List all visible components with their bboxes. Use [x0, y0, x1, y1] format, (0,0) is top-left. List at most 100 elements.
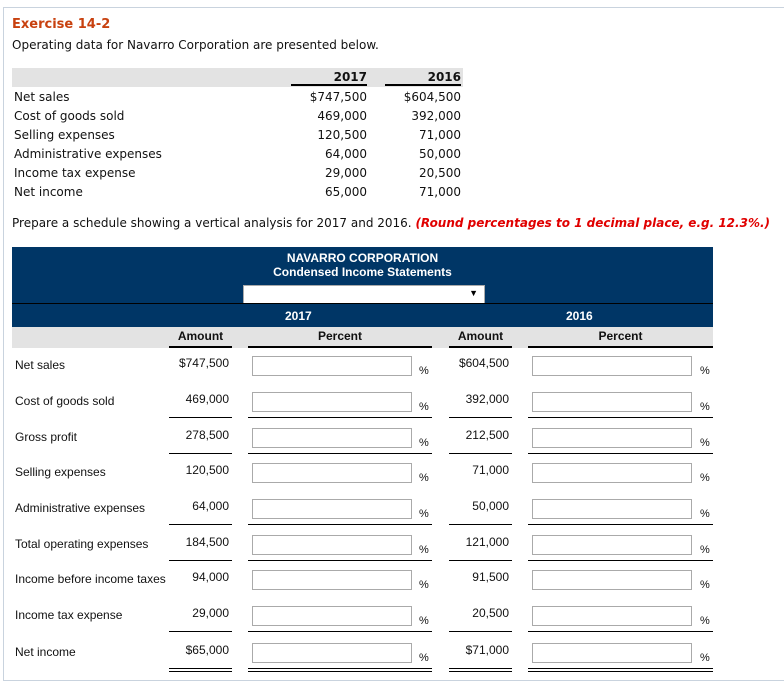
percent-2016-input[interactable]	[532, 570, 692, 590]
row-label: Administrative expenses	[14, 146, 162, 161]
row-label: Net income	[15, 645, 76, 659]
total-underline	[248, 560, 432, 561]
total-underline	[169, 668, 232, 672]
schedule-row: Net income $65,000 % $71,000 %	[12, 634, 713, 672]
percent-sign: %	[700, 508, 710, 520]
year-2017-header: 2017	[285, 309, 312, 323]
schedule-row: Cost of goods sold 469,000 % 392,000 %	[12, 383, 713, 419]
amount-2016: $71,000	[465, 643, 509, 657]
percent-sign: %	[419, 579, 429, 591]
amount-cell: 29,000	[325, 165, 367, 180]
total-underline	[169, 453, 232, 454]
percent-sign: %	[700, 579, 710, 591]
percent-2017-input[interactable]	[252, 463, 412, 483]
amount-2017: 120,500	[185, 463, 229, 477]
row-label: Selling expenses	[14, 127, 115, 142]
percent-sign: %	[419, 615, 429, 627]
row-label: Net sales	[15, 358, 66, 372]
percent-sign: %	[700, 615, 710, 627]
row-label: Cost of goods sold	[14, 108, 125, 123]
schedule-header: NAVARRO CORPORATION Condensed Income Sta…	[12, 247, 713, 327]
percent-2016-input[interactable]	[532, 499, 692, 519]
row-label: Selling expenses	[15, 465, 106, 479]
amount-2017: 184,500	[185, 535, 229, 549]
percent-2016-input[interactable]	[532, 535, 692, 555]
company-name: NAVARRO CORPORATION	[286, 251, 439, 265]
percent-sign: %	[700, 437, 710, 449]
percent-2016-input[interactable]	[532, 463, 692, 483]
amount-2016: 71,000	[472, 463, 509, 477]
total-underline	[169, 631, 232, 632]
total-underline	[449, 524, 512, 525]
percent-2016-input[interactable]	[532, 392, 692, 412]
percent-sign: %	[700, 544, 710, 556]
percent-2016-input[interactable]	[532, 428, 692, 448]
amount-2016: 121,000	[465, 535, 509, 549]
row-label: Administrative expenses	[15, 501, 146, 515]
percent-sign: %	[419, 472, 429, 484]
percent-sign: %	[419, 652, 429, 664]
year-header: 2017	[291, 70, 367, 86]
total-underline	[528, 631, 713, 632]
percent-2017-input[interactable]	[252, 606, 412, 626]
amount-header: Amount	[449, 329, 512, 348]
percent-sign: %	[419, 544, 429, 556]
row-label: Total operating expenses	[15, 537, 149, 551]
percent-2016-input[interactable]	[532, 643, 692, 663]
row-label: Income before income taxes	[15, 572, 166, 586]
percent-2017-input[interactable]	[252, 428, 412, 448]
percent-2017-input[interactable]	[252, 392, 412, 412]
amount-2017: $747,500	[178, 356, 229, 370]
amount-2017: 94,000	[192, 570, 229, 584]
row-label: Cost of goods sold	[15, 394, 115, 408]
total-underline	[248, 417, 432, 418]
amount-cell: 469,000	[317, 108, 367, 123]
exercise-title: Exercise 14-2	[12, 17, 111, 32]
percent-header: Percent	[528, 329, 713, 348]
period-select[interactable]: ▼	[243, 285, 485, 304]
column-headers: Amount Percent Amount Percent	[12, 327, 713, 348]
dropdown-arrow-icon: ▼	[469, 288, 478, 298]
schedule-row: Total operating expenses 184,500 % 121,0…	[12, 526, 713, 562]
total-underline	[248, 668, 432, 672]
total-underline	[248, 631, 432, 632]
data-row: Administrative expenses 64,000 50,000	[12, 144, 463, 163]
percent-sign: %	[700, 401, 710, 413]
percent-2016-input[interactable]	[532, 356, 692, 376]
percent-2017-input[interactable]	[252, 643, 412, 663]
percent-2017-input[interactable]	[252, 570, 412, 590]
total-underline	[449, 631, 512, 632]
total-underline	[528, 668, 713, 672]
year-header: 2016	[385, 70, 461, 86]
amount-cell: 50,000	[419, 146, 461, 161]
total-underline	[169, 560, 232, 561]
amount-cell: 71,000	[419, 184, 461, 199]
percent-2017-input[interactable]	[252, 356, 412, 376]
data-row: Selling expenses 120,500 71,000	[12, 125, 463, 144]
percent-sign: %	[419, 508, 429, 520]
percent-2017-input[interactable]	[252, 535, 412, 555]
total-underline	[528, 417, 713, 418]
schedule-row: Net sales $747,500 % $604,500 %	[12, 347, 713, 383]
percent-2017-input[interactable]	[252, 499, 412, 519]
instructions: Prepare a schedule showing a vertical an…	[12, 216, 771, 230]
row-label: Income tax expense	[15, 608, 123, 622]
amount-cell: 64,000	[325, 146, 367, 161]
year-2016-header: 2016	[566, 309, 593, 323]
amount-2017: 29,000	[192, 606, 229, 620]
amount-2016: $604,500	[458, 356, 509, 370]
total-underline	[449, 453, 512, 454]
schedule-row: Administrative expenses 64,000 % 50,000 …	[12, 490, 713, 526]
percent-header: Percent	[248, 329, 432, 348]
percent-sign: %	[700, 472, 710, 484]
row-label: Net income	[14, 184, 83, 199]
total-underline	[248, 524, 432, 525]
amount-cell: 65,000	[325, 184, 367, 199]
schedule-row: Selling expenses 120,500 % 71,000 %	[12, 454, 713, 490]
rounding-note: (Round percentages to 1 decimal place, e…	[415, 216, 771, 230]
amount-cell: $604,500	[403, 89, 461, 104]
amount-2016: 91,500	[472, 570, 509, 584]
percent-sign: %	[419, 401, 429, 413]
percent-2016-input[interactable]	[532, 606, 692, 626]
data-row: Net income 65,000 71,000	[12, 182, 463, 201]
